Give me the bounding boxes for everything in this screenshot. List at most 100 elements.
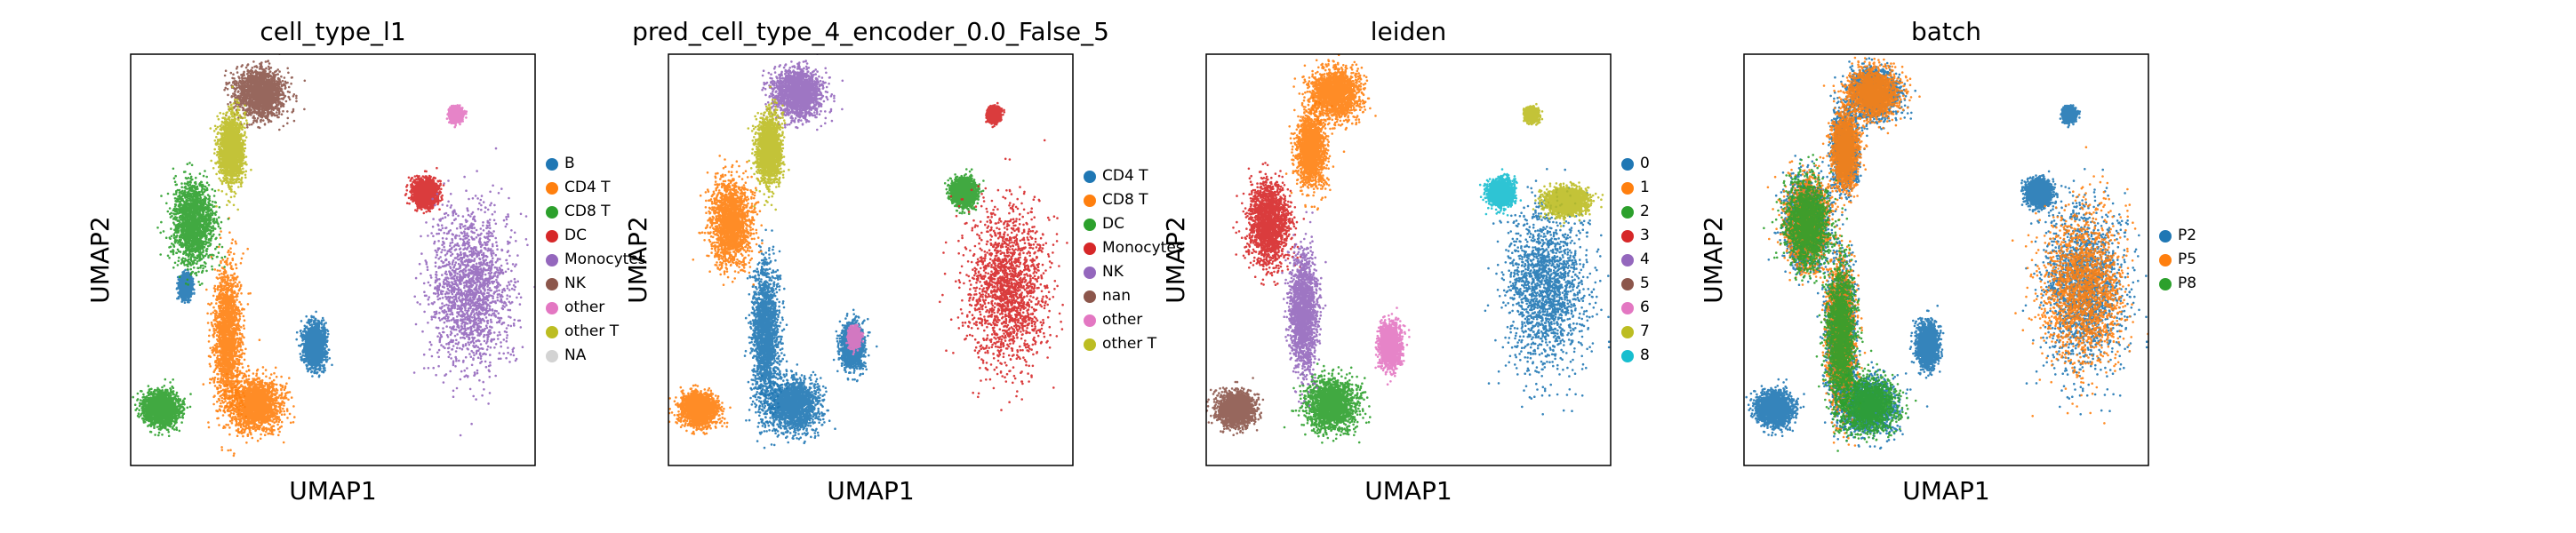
legend-item: 7 xyxy=(1621,320,1650,344)
point-cloud xyxy=(132,378,192,438)
legend-label: DC xyxy=(1102,215,1124,233)
point-cloud xyxy=(985,101,1006,129)
point-cloud xyxy=(1908,304,1945,379)
series-CD8 T xyxy=(132,162,230,438)
series-P8 xyxy=(1763,154,1917,452)
umap-panel-1: pred_cell_type_4_encoder_0.0_False_5 UMAP… xyxy=(538,0,1184,533)
chart-title: pred_cell_type_4_encoder_0.0_False_5 xyxy=(632,17,1109,46)
legend-label: NK xyxy=(1102,263,1124,281)
axes-frame xyxy=(130,53,536,466)
legend-item: 2 xyxy=(1621,200,1650,224)
legend-marker xyxy=(1621,157,1634,171)
legend-item: nan xyxy=(1084,284,1184,308)
legend-item: 8 xyxy=(1621,344,1650,368)
legend: CD4 T CD8 T DC Monocytes NK nan other other T xyxy=(1084,164,1184,356)
legend-marker xyxy=(546,301,558,314)
series-other T xyxy=(209,85,252,211)
point-cloud xyxy=(1284,89,1346,211)
legend-label: NA xyxy=(564,346,587,364)
legend-label: nan xyxy=(1102,287,1131,305)
point-cloud xyxy=(1821,98,1868,207)
legend-marker xyxy=(1084,218,1096,231)
chart-title: leiden xyxy=(1371,17,1447,46)
legend-item: NK xyxy=(546,272,646,296)
point-cloud xyxy=(1522,102,1544,126)
point-cloud xyxy=(943,168,985,216)
legend-marker xyxy=(1084,266,1096,279)
point-cloud xyxy=(207,362,296,444)
legend-label: 2 xyxy=(1640,203,1650,220)
point-cloud xyxy=(692,155,764,286)
legend-item: P8 xyxy=(2159,272,2196,296)
legend-item: 5 xyxy=(1621,272,1650,296)
legend-item: 3 xyxy=(1621,224,1650,248)
point-cloud xyxy=(1374,306,1411,386)
legend-marker xyxy=(546,349,558,362)
legend-label: 0 xyxy=(1640,155,1650,172)
axes-frame xyxy=(1743,53,2149,466)
point-cloud xyxy=(1763,154,1849,290)
legend-marker xyxy=(1084,338,1096,351)
y-axis-label: UMAP2 xyxy=(1161,216,1190,304)
scatter-points xyxy=(1206,54,1611,444)
legend-item: 1 xyxy=(1621,176,1650,200)
legend-marker xyxy=(546,205,558,219)
legend-marker xyxy=(1621,277,1634,290)
point-cloud xyxy=(2020,170,2063,214)
x-axis-label: UMAP1 xyxy=(1364,476,1452,505)
legend-marker xyxy=(1621,301,1634,314)
legend-label: other xyxy=(1102,311,1143,329)
point-cloud xyxy=(1484,168,1611,416)
scatter-points xyxy=(668,54,1068,449)
legend-marker xyxy=(1621,325,1634,338)
legend: P2 P5 P8 xyxy=(2159,224,2196,296)
legend-marker xyxy=(1084,242,1096,255)
point-cloud xyxy=(445,104,468,129)
legend-item: B xyxy=(546,152,646,176)
series-other T xyxy=(747,85,790,211)
legend-marker xyxy=(546,277,558,290)
point-cloud xyxy=(749,363,836,444)
y-axis-label: UMAP2 xyxy=(1699,216,1728,304)
legend-label: NK xyxy=(564,274,586,292)
point-cloud xyxy=(1292,54,1377,131)
series-NK xyxy=(223,54,307,131)
series-Monocytes xyxy=(939,101,1068,411)
legend-marker xyxy=(1621,349,1634,362)
legend-marker xyxy=(546,253,558,266)
point-cloud xyxy=(209,85,252,211)
umap-panel-2: leiden UMAP1 UMAP2 0 1 2 3 4 5 6 7 8 xyxy=(1076,0,1716,533)
legend-label: 4 xyxy=(1640,251,1650,268)
point-cloud xyxy=(1824,349,1917,443)
point-cloud xyxy=(761,54,844,131)
point-cloud xyxy=(939,139,1068,411)
scatter-points xyxy=(132,54,535,457)
point-cloud xyxy=(1283,362,1372,444)
point-cloud xyxy=(2059,104,2082,129)
point-cloud xyxy=(1206,377,1265,436)
legend-marker xyxy=(2159,229,2172,243)
legend-label: 1 xyxy=(1640,179,1650,196)
series-B xyxy=(175,268,333,378)
series-other xyxy=(445,104,468,129)
series-other xyxy=(845,323,865,355)
legend-item: Monocytes xyxy=(1084,236,1184,260)
point-cloud xyxy=(404,166,445,215)
point-cloud xyxy=(1745,378,1805,438)
legend-label: B xyxy=(564,155,575,172)
point-cloud xyxy=(1532,180,1604,227)
legend-item: 6 xyxy=(1621,296,1650,320)
legend-item: 0 xyxy=(1621,152,1650,176)
legend-marker xyxy=(546,325,558,338)
legend-label: CD4 T xyxy=(564,179,611,196)
legend-label: other xyxy=(564,298,605,316)
series-3 xyxy=(1232,162,1306,286)
point-cloud xyxy=(668,384,732,435)
legend-marker xyxy=(1084,290,1096,303)
legend-item: other xyxy=(1084,308,1184,332)
series-7 xyxy=(1522,102,1604,227)
legend-item: NA xyxy=(546,344,646,368)
legend-label: DC xyxy=(564,227,587,244)
legend-item: CD8 T xyxy=(1084,188,1184,212)
legend-label: Monocytes xyxy=(564,251,646,268)
